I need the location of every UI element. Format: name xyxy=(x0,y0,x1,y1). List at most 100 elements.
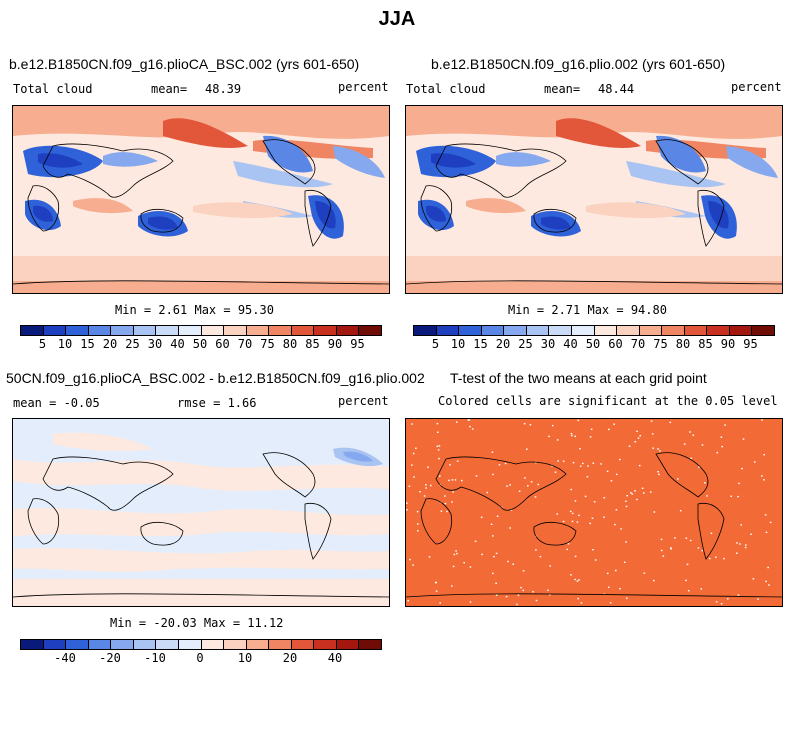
nonsignificant-cell xyxy=(625,505,628,508)
nonsignificant-cell xyxy=(660,538,663,541)
nonsignificant-cell xyxy=(456,421,458,423)
nonsignificant-cell xyxy=(662,555,665,557)
nonsignificant-cell xyxy=(643,492,645,494)
nonsignificant-cell xyxy=(569,510,572,513)
nonsignificant-cell xyxy=(636,430,638,432)
nonsignificant-cell xyxy=(532,591,534,593)
nonsignificant-cell xyxy=(444,502,447,505)
nonsignificant-cell xyxy=(757,598,759,600)
nonsignificant-cell xyxy=(574,555,577,558)
panel3-map xyxy=(12,418,390,607)
nonsignificant-cell xyxy=(657,471,659,473)
nonsignificant-cell xyxy=(710,532,713,534)
nonsignificant-cell xyxy=(606,470,609,472)
nonsignificant-cell xyxy=(631,493,634,495)
nonsignificant-cell xyxy=(659,450,661,452)
nonsignificant-cell xyxy=(690,457,692,459)
nonsignificant-cell xyxy=(492,473,494,476)
colorbar-swatch xyxy=(156,640,179,649)
nonsignificant-cell xyxy=(507,560,509,563)
colorbar-tick-label: 70 xyxy=(237,337,253,351)
colorbar-swatch xyxy=(88,640,112,649)
nonsignificant-cell xyxy=(556,439,559,441)
nonsignificant-cell xyxy=(529,424,532,426)
nonsignificant-cell xyxy=(579,448,581,450)
colorbar-swatch xyxy=(43,326,67,335)
panel2-min-max: Min = 2.71 Max = 94.80 xyxy=(508,303,667,317)
colorbar-swatch xyxy=(594,326,618,335)
nonsignificant-cell xyxy=(765,580,767,583)
nonsignificant-cell xyxy=(449,464,451,466)
nonsignificant-cell xyxy=(490,523,493,525)
nonsignificant-cell xyxy=(704,482,706,484)
colorbar-tick-label: 90 xyxy=(327,337,343,351)
nonsignificant-cell xyxy=(624,561,626,563)
nonsignificant-cell xyxy=(593,501,596,503)
nonsignificant-cell xyxy=(463,562,465,564)
colorbar-swatch xyxy=(246,640,270,649)
panel3-mean: mean = -0.05 xyxy=(13,396,100,410)
panel1-mean-label: mean= xyxy=(151,82,188,96)
nonsignificant-cell xyxy=(547,589,549,591)
nonsignificant-cell xyxy=(452,565,455,568)
nonsignificant-cell xyxy=(504,462,507,465)
nonsignificant-cell xyxy=(416,510,419,513)
nonsignificant-cell xyxy=(658,473,660,476)
nonsignificant-cell xyxy=(730,495,732,497)
panel2-colorbar xyxy=(413,325,775,336)
nonsignificant-cell xyxy=(613,423,615,425)
nonsignificant-cell xyxy=(557,460,559,462)
nonsignificant-cell xyxy=(406,502,408,504)
panel1-colorbar xyxy=(20,325,382,336)
nonsignificant-cell xyxy=(708,557,711,560)
nonsignificant-cell xyxy=(530,481,533,483)
nonsignificant-cell xyxy=(683,443,686,445)
nonsignificant-cell xyxy=(636,498,638,501)
colorbar-swatch xyxy=(111,326,134,335)
nonsignificant-cell xyxy=(567,543,570,545)
nonsignificant-cell xyxy=(570,488,572,491)
nonsignificant-cell xyxy=(492,535,494,537)
nonsignificant-cell xyxy=(754,461,756,463)
nonsignificant-cell xyxy=(509,527,511,529)
nonsignificant-cell xyxy=(516,603,518,606)
colorbar-swatch xyxy=(729,326,753,335)
nonsignificant-cell xyxy=(603,497,606,499)
nonsignificant-cell xyxy=(452,491,454,493)
nonsignificant-cell xyxy=(579,465,582,467)
nonsignificant-cell xyxy=(653,511,656,513)
nonsignificant-cell xyxy=(600,463,602,465)
nonsignificant-cell xyxy=(736,542,738,544)
colorbar-swatch xyxy=(336,326,360,335)
colorbar-tick-label: 80 xyxy=(675,337,691,351)
nonsignificant-cell xyxy=(700,588,703,590)
nonsignificant-cell xyxy=(517,594,520,596)
colorbar-swatch xyxy=(201,640,225,649)
colorbar-swatch xyxy=(246,326,270,335)
nonsignificant-cell xyxy=(615,569,617,572)
nonsignificant-cell xyxy=(412,452,415,455)
nonsignificant-cell xyxy=(607,586,610,588)
colorbar-tick-label: 15 xyxy=(80,337,95,351)
nonsignificant-cell xyxy=(469,425,471,428)
nonsignificant-cell xyxy=(461,479,463,482)
nonsignificant-cell xyxy=(763,479,765,481)
nonsignificant-cell xyxy=(493,555,495,558)
colorbar-tick-label: -10 xyxy=(144,651,166,665)
colorbar-swatch xyxy=(156,326,179,335)
colorbar-tick-label: 80 xyxy=(282,337,298,351)
nonsignificant-cell xyxy=(556,513,558,515)
nonsignificant-cell xyxy=(509,484,511,486)
colorbar-swatch xyxy=(201,326,225,335)
nonsignificant-cell xyxy=(592,549,594,551)
nonsignificant-cell xyxy=(408,485,411,487)
nonsignificant-cell xyxy=(417,530,419,532)
colorbar-swatch xyxy=(662,326,685,335)
nonsignificant-cell xyxy=(534,496,537,498)
nonsignificant-cell xyxy=(736,552,738,554)
nonsignificant-cell xyxy=(737,594,740,596)
panel4-map xyxy=(405,418,783,607)
nonsignificant-cell xyxy=(495,594,498,596)
panel3-rmse: rmse = 1.66 xyxy=(177,396,257,410)
colorbar-swatch xyxy=(291,640,315,649)
